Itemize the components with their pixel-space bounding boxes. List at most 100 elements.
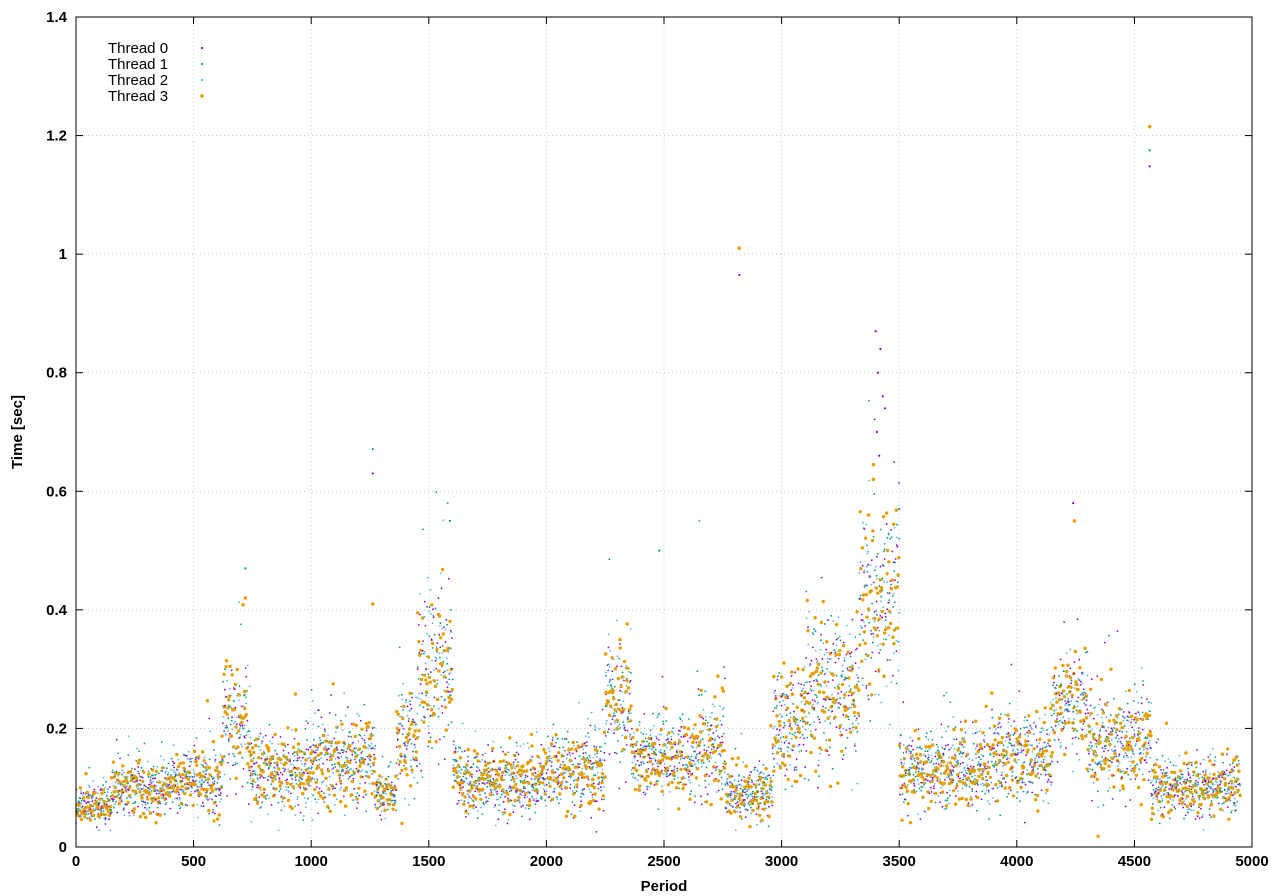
data-point [755, 796, 758, 798]
data-point [713, 746, 715, 748]
data-point [357, 747, 362, 751]
data-point [160, 790, 163, 792]
data-point [78, 786, 83, 790]
data-point [781, 715, 784, 717]
data-point [844, 705, 847, 708]
data-point [562, 773, 565, 776]
data-point [186, 788, 189, 790]
data-point [537, 799, 540, 802]
data-point [705, 766, 708, 769]
data-point [464, 769, 466, 772]
data-point [654, 748, 657, 751]
data-point [271, 779, 275, 783]
data-point [491, 746, 495, 751]
data-point [455, 766, 458, 769]
data-point [574, 791, 576, 794]
data-point [346, 789, 349, 792]
data-point [583, 761, 586, 764]
data-point [413, 721, 416, 724]
data-point [358, 769, 360, 772]
data-point [814, 700, 816, 703]
data-point [854, 726, 858, 730]
data-point [933, 783, 936, 785]
data-point [751, 795, 754, 798]
data-point [528, 818, 531, 820]
data-point [327, 734, 329, 736]
data-point [890, 578, 894, 582]
data-point [296, 766, 300, 771]
data-point [769, 787, 771, 790]
data-point [316, 764, 320, 768]
data-point [630, 772, 633, 775]
data-point [814, 649, 817, 652]
data-point [780, 704, 783, 707]
data-point [364, 742, 366, 744]
data-point [547, 735, 549, 738]
data-point [842, 713, 845, 716]
data-point [846, 667, 849, 670]
data-point [868, 621, 871, 624]
data-point [287, 752, 290, 754]
data-point [349, 759, 352, 762]
data-point [808, 674, 813, 678]
data-point [908, 744, 910, 747]
data-point [395, 789, 397, 792]
data-point [772, 674, 776, 679]
data-point [225, 712, 229, 716]
data-point [198, 792, 202, 797]
data-point [474, 790, 477, 793]
data-point [267, 749, 271, 753]
data-point [930, 730, 932, 733]
data-point [904, 758, 906, 760]
data-point [318, 794, 323, 798]
data-point [582, 775, 586, 779]
data-point [390, 781, 393, 784]
data-point [432, 616, 435, 619]
data-point [615, 727, 619, 731]
data-point [719, 720, 722, 722]
data-point [708, 783, 710, 786]
data-point [171, 786, 175, 790]
data-point [729, 796, 732, 799]
data-point [361, 750, 364, 753]
data-point [265, 759, 267, 761]
data-point [906, 802, 910, 806]
data-point [82, 792, 85, 794]
data-point [674, 743, 677, 746]
data-point [733, 797, 736, 800]
data-point [163, 813, 166, 816]
data-point [274, 794, 276, 796]
data-point [250, 746, 255, 750]
data-point [418, 763, 421, 765]
data-point [893, 570, 896, 572]
data-point [628, 670, 630, 673]
data-point [562, 746, 565, 749]
data-point [362, 796, 365, 799]
data-point [655, 737, 658, 740]
data-point [724, 783, 727, 785]
data-point [116, 811, 119, 814]
data-point [807, 701, 812, 705]
data-point [98, 804, 100, 806]
data-point [717, 724, 719, 726]
data-point [631, 761, 634, 764]
data-point [317, 748, 319, 751]
data-point [437, 715, 440, 718]
data-point [220, 734, 224, 738]
data-point [311, 819, 314, 822]
data-point [344, 743, 346, 745]
data-point [524, 787, 527, 789]
data-point [899, 742, 902, 745]
data-point [729, 811, 733, 815]
data-point [662, 743, 666, 747]
data-point [708, 775, 711, 777]
data-point [826, 657, 829, 660]
data-point [676, 781, 681, 785]
data-point [233, 722, 235, 725]
data-point [915, 765, 918, 767]
data-point [346, 770, 350, 775]
data-point [919, 747, 922, 750]
data-point [743, 785, 747, 789]
data-point [334, 714, 337, 716]
data-point [751, 781, 753, 783]
